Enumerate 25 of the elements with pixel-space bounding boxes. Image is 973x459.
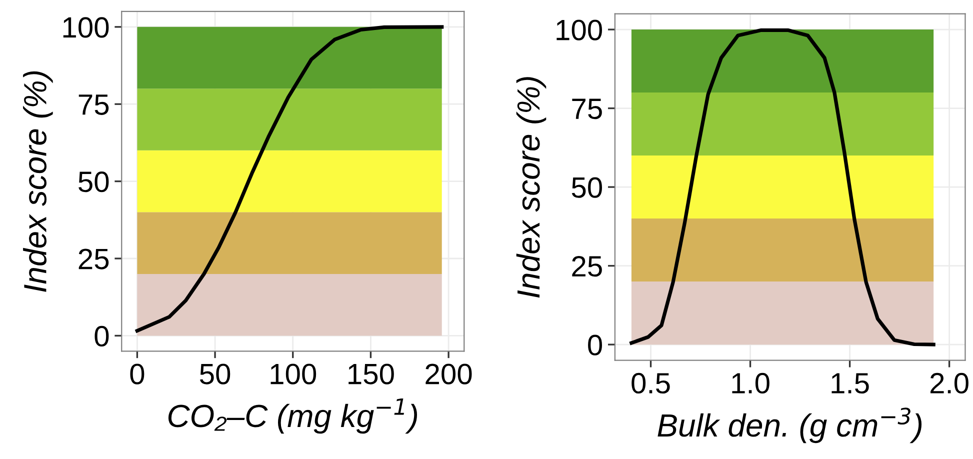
y-axis-title: Index score (%) bbox=[23, 71, 53, 292]
x-tick-label: 200 bbox=[426, 364, 472, 384]
y-tick-label: 100 bbox=[556, 20, 602, 40]
y-tick-label: 75 bbox=[78, 94, 109, 115]
line-series bbox=[135, 25, 444, 333]
x-axis-title: Bulk den. (g cm$^{−3}$) bbox=[658, 408, 922, 444]
x-tick-label: 1.5 bbox=[832, 373, 869, 394]
y-tick-label: 100 bbox=[63, 17, 109, 38]
x-tick-label: 100 bbox=[270, 364, 316, 384]
x-tick-label: 150 bbox=[348, 364, 394, 384]
y-tick-label: 50 bbox=[78, 172, 109, 192]
line-series bbox=[630, 28, 936, 346]
y-tick-label: 75 bbox=[572, 98, 602, 120]
x-tick-label: 0.5 bbox=[632, 372, 670, 394]
x-tick-label: 50 bbox=[200, 364, 230, 384]
x-axis-title: CO₂–C (mg kg$^{−1}$) bbox=[168, 398, 418, 434]
y-tick-label: 0 bbox=[94, 326, 109, 347]
y-axis-title: Index score (%) bbox=[516, 77, 546, 298]
y-tick-label: 25 bbox=[78, 248, 109, 270]
x-tick-label: 1.0 bbox=[732, 372, 770, 394]
x-tick-label: 0 bbox=[130, 364, 144, 384]
y-tick-label: 50 bbox=[572, 177, 602, 198]
y-tick-label: 0 bbox=[588, 334, 602, 356]
x-tick-label: 2.0 bbox=[930, 372, 968, 394]
y-tick-label: 25 bbox=[572, 256, 602, 277]
